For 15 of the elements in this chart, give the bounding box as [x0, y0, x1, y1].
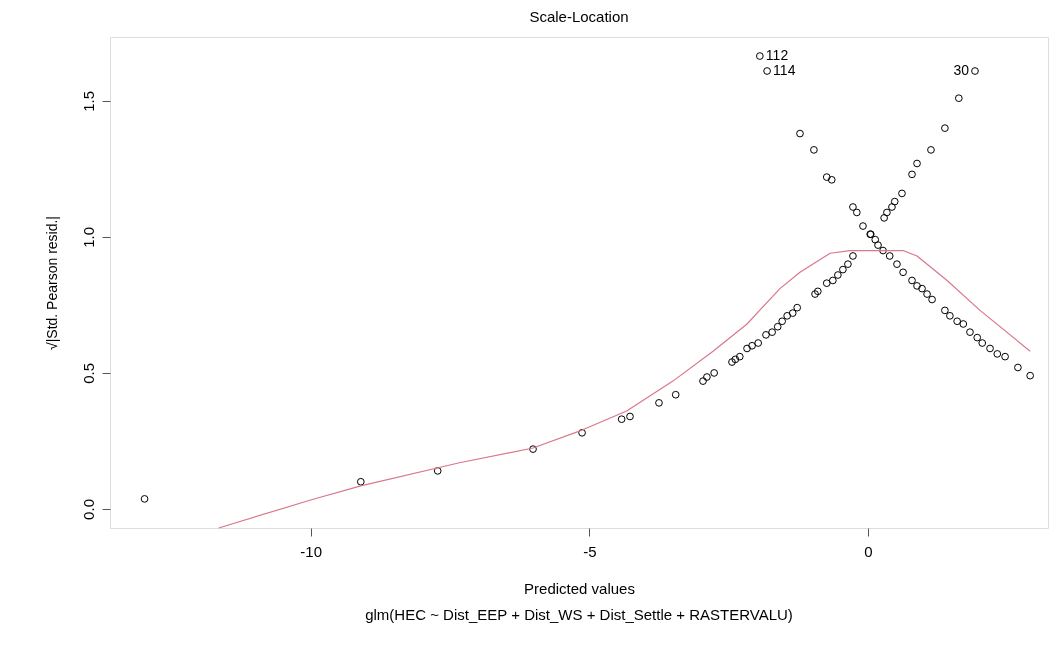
y-tick-label: 1.0 — [79, 227, 97, 248]
x-tick-label: 0 — [864, 542, 873, 560]
line-series — [218, 249, 1031, 529]
chart-title: Scale-Location — [529, 8, 629, 25]
y-tick-label: 0.5 — [79, 363, 97, 384]
text: glm(HEC ~ Dist_EEP + Dist_WS + Dist_Settle + RASTERVALU) — [365, 606, 793, 623]
x-axis-title: Predicted values — [524, 579, 635, 597]
x-tick-label: -5 — [583, 542, 597, 560]
y-tick-label: 0.0 — [79, 499, 97, 520]
x-tick-label: -10 — [300, 542, 322, 560]
annotation: 112 — [765, 47, 789, 64]
annotation: 114 — [773, 62, 796, 78]
y-tick-label: 1.5 — [79, 91, 97, 112]
y-axis-title: √|Std. Pearson resid.| — [43, 215, 60, 351]
annotation: 30 — [953, 62, 970, 78]
